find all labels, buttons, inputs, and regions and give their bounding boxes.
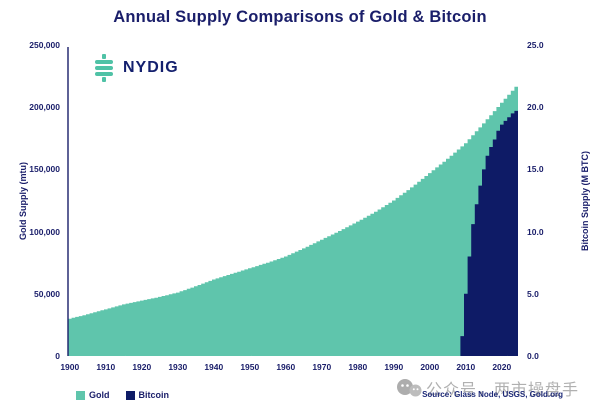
nydig-logo-text: NYDIG xyxy=(123,59,179,76)
nydig-dollar-bars-icon xyxy=(92,54,116,82)
year-axis-tick-label: 1970 xyxy=(312,362,332,372)
bitcoin-axis-tick-label: 25.0 xyxy=(527,40,544,50)
year-axis-tick-label: 1960 xyxy=(276,362,296,372)
bitcoin-supply-bars xyxy=(460,110,518,357)
watermark-text: 公众号，两市操盘手 xyxy=(426,382,580,399)
year-axis-tick-label: 1900 xyxy=(60,362,80,372)
wechat-faces-icon xyxy=(396,378,422,398)
chart-legend: Gold Bitcoin xyxy=(76,390,169,400)
year-axis-tick-label: 1990 xyxy=(384,362,404,372)
gold-axis-tick-label: 200,000 xyxy=(29,102,60,113)
chart-title: Annual Supply Comparisons of Gold & Bitc… xyxy=(113,8,487,26)
year-axis-tick-label: 1910 xyxy=(96,362,116,372)
gold-axis-tick-label: 50,000 xyxy=(34,288,60,299)
bitcoin-axis-tick-label: 15.0 xyxy=(527,164,544,175)
gold-legend-swatch xyxy=(76,390,85,400)
year-axis-tick-label: 2000 xyxy=(420,362,440,372)
source-attribution: Source: Glass Node, USGS, Gold.org xyxy=(422,390,563,399)
bitcoin-legend-swatch xyxy=(125,390,135,400)
bitcoin-axis-tick-label: 0.0 xyxy=(527,351,539,361)
year-axis-tick-label: 1950 xyxy=(240,362,260,372)
year-axis-tick-label: 1930 xyxy=(168,362,188,372)
bitcoin-axis-tick-label: 10.0 xyxy=(527,226,544,237)
legend-item-bitcoin: Bitcoin xyxy=(125,390,170,400)
wechat-watermark: 公众号，两市操盘手 xyxy=(396,376,579,400)
bitcoin-axis-tick-label: 20.0 xyxy=(527,102,544,113)
legend-item-gold: Gold xyxy=(76,390,110,400)
year-axis-tick-label: 1920 xyxy=(132,362,152,372)
year-axis-tick-label: 2020 xyxy=(492,362,512,372)
year-axis-tick-label: 1980 xyxy=(348,362,368,372)
gold-axis-tick-label: 250,000 xyxy=(29,40,60,50)
year-axis-tick-label: 2010 xyxy=(456,362,476,372)
nydig-logo: NYDIG xyxy=(92,54,179,82)
bitcoin-legend-label: Bitcoin xyxy=(138,390,170,400)
bitcoin-axis-tick-label: 5.0 xyxy=(527,288,539,299)
gold-axis-tick-label: 100,000 xyxy=(29,226,60,237)
gold-axis-tick-label: 0 xyxy=(55,351,60,361)
year-axis-tick-label: 1940 xyxy=(204,362,224,372)
gold-legend-label: Gold xyxy=(89,390,110,400)
gold-supply-area xyxy=(68,86,518,356)
right-axis-title: Bitcoin Supply (M BTC) xyxy=(580,151,590,251)
gold-axis-tick-label: 150,000 xyxy=(29,164,60,175)
